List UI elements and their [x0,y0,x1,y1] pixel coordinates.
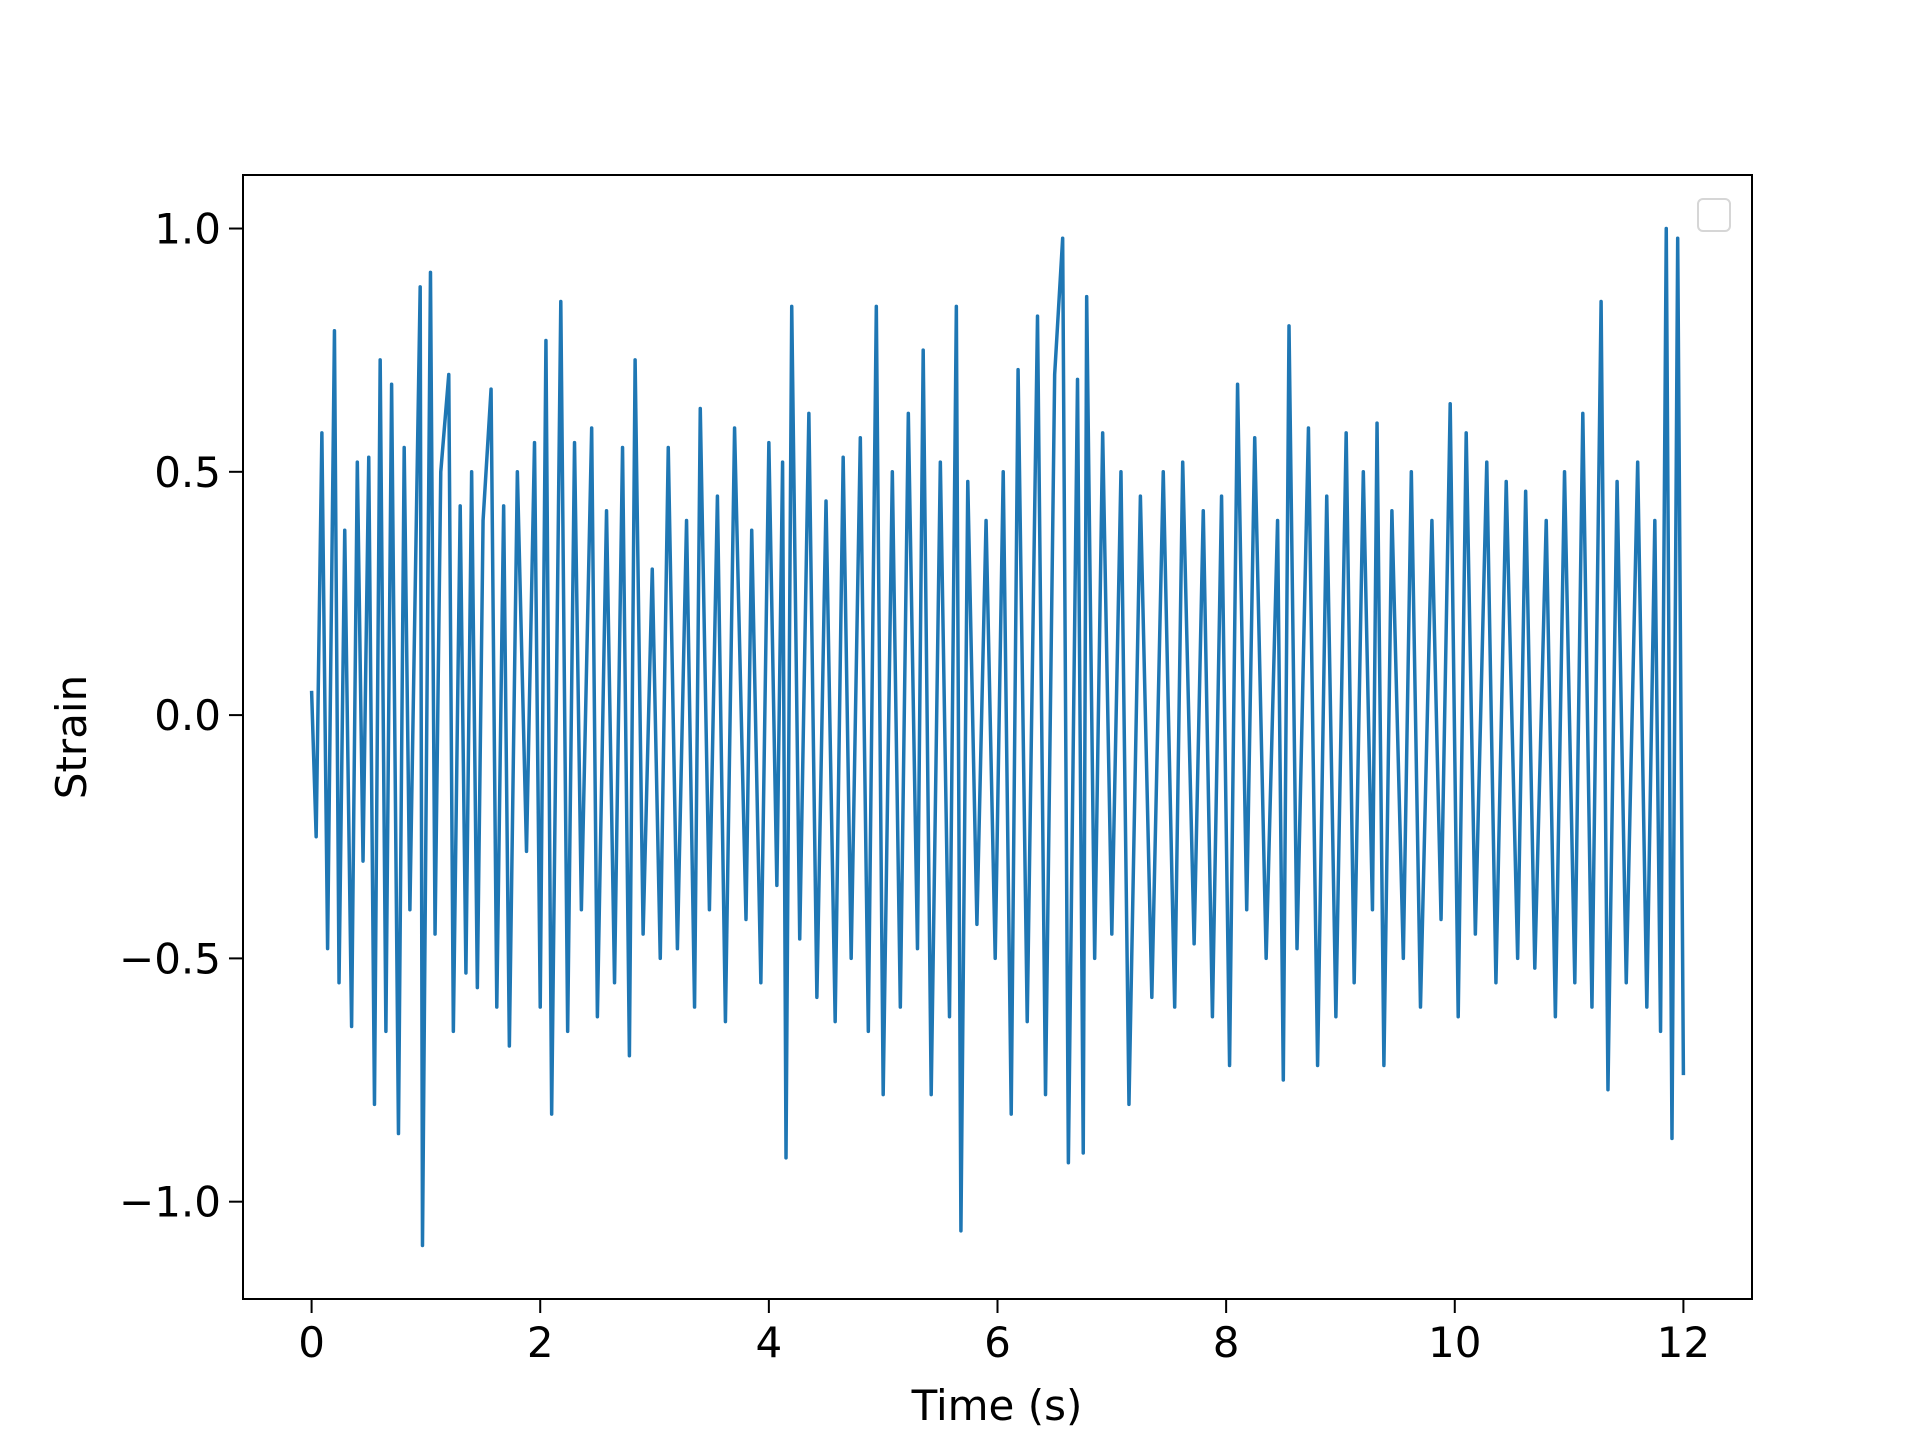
x-tick-label: 10 [1428,1318,1481,1367]
x-tick-label: 6 [984,1318,1011,1367]
x-tick-label: 4 [755,1318,782,1367]
y-tick-label: 1.0 [154,205,221,254]
x-tick-label: 2 [527,1318,554,1367]
y-tick-label: 0.0 [154,691,221,740]
y-axis-label: Strain [47,675,96,799]
x-tick-label: 0 [298,1318,325,1367]
x-axis-label: Time (s) [911,1381,1083,1430]
y-tick-label: 0.5 [154,448,221,497]
x-tick-label: 8 [1213,1318,1240,1367]
series-line [309,226,1686,1248]
plot-area [309,226,1686,1248]
legend-box [1697,198,1731,232]
y-tick-label: −1.0 [119,1178,221,1227]
y-tick-label: −0.5 [119,934,221,983]
x-tick-label: 12 [1657,1318,1710,1367]
